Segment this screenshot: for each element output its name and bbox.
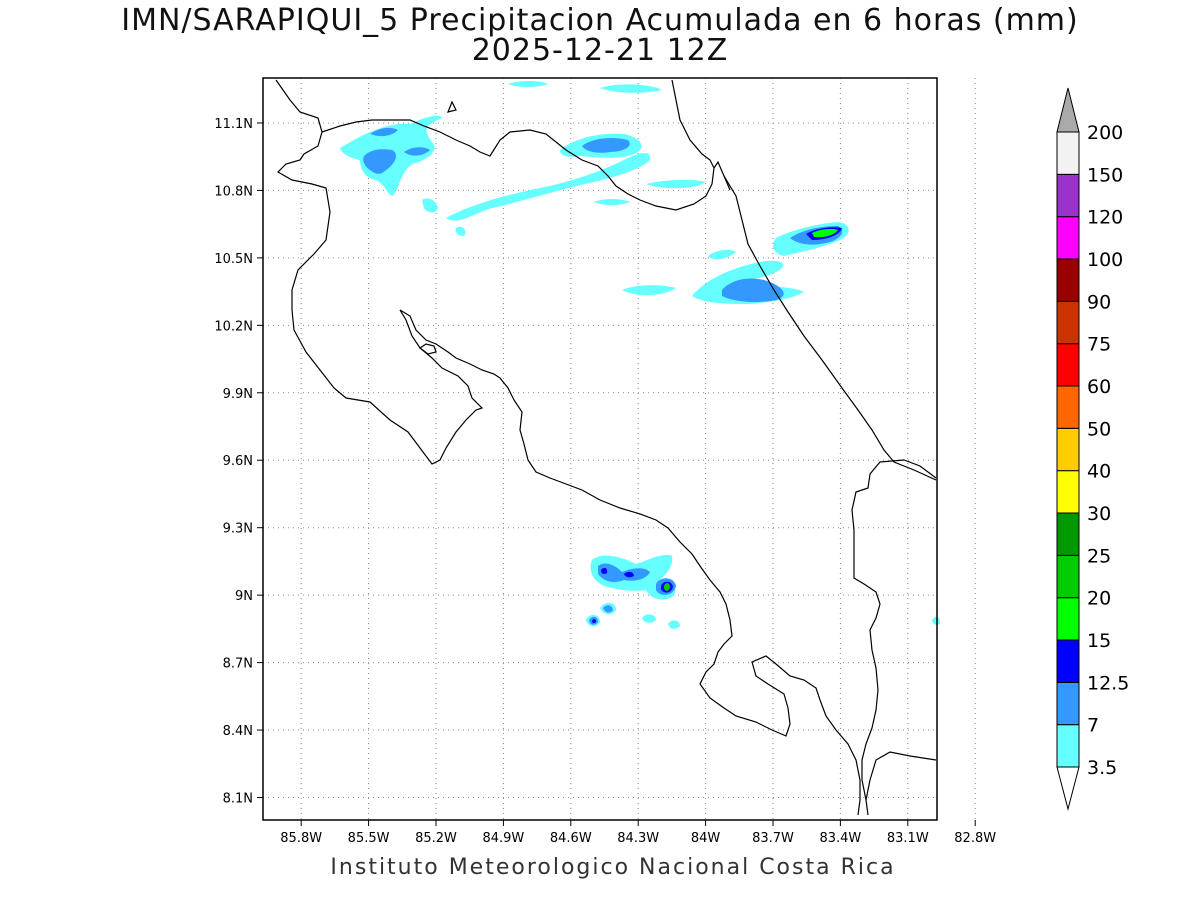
lat-tick-label: 9.9N (223, 387, 253, 402)
colorbar-label: 90 (1087, 291, 1111, 313)
colorbar-swatch (1056, 554, 1080, 599)
longitude-axis: 85.8W 85.5W 85.2W 84.9W 84.6W 84.3W 84W 83.7W 83… (280, 820, 996, 846)
precip-area-mid (370, 127, 398, 137)
nicaragua-coast (275, 79, 484, 465)
latitude-axis: 11.1N 10.8N 10.5N 10.2N 9.9N 9.6N 9.3N 9N 8.7N 8.… (214, 117, 263, 807)
colorbar-swatch (1056, 300, 1080, 345)
colorbar-swatch (1056, 216, 1080, 260)
lat-tick-label: 10.8N (214, 184, 253, 199)
colorbar-label: 40 (1087, 461, 1111, 483)
precipitation-fields (340, 81, 940, 629)
precip-area-light (455, 226, 466, 236)
precip-area-mid (404, 147, 430, 156)
precip-area-dark (624, 571, 634, 578)
colorbar-label: 200 (1087, 122, 1123, 144)
footer-credit: Instituto Meteorologico Nacional Costa R… (330, 855, 896, 880)
colorbar-swatch (1056, 597, 1080, 641)
precip-area-light (422, 198, 438, 213)
colorbar-swatch (1056, 173, 1080, 218)
lon-tick-label: 85.2W (415, 831, 457, 846)
chart-title: IMN/SARAPIQUI_5 Precipitacion Acumulada … (121, 3, 1079, 38)
colorbar-over-triangle (1056, 87, 1080, 133)
lat-tick-label: 11.1N (214, 117, 253, 132)
panama-coast (865, 751, 937, 801)
precip-area-light (646, 179, 706, 189)
precip-area-mid (582, 138, 630, 153)
precip-area-light (932, 616, 940, 625)
coastlines-borders (275, 79, 937, 816)
lon-tick-label: 83.7W (752, 831, 794, 846)
lon-tick-label: 84.9W (482, 831, 524, 846)
colorbar-label: 100 (1087, 249, 1123, 271)
precip-area-light (508, 81, 548, 87)
colorbar-label: 25 (1087, 545, 1111, 567)
colorbar-label: 75 (1087, 334, 1111, 356)
lon-tick-label: 84.6W (550, 831, 592, 846)
colorbar-label: 15 (1087, 630, 1111, 652)
precip-area-green (664, 583, 670, 591)
colorbar-legend: 3.5 7 12.5 15 20 25 30 40 50 60 75 90 100 120 150 200 (1056, 87, 1129, 811)
chart-subtitle: 2025-12-21 12Z (471, 33, 729, 68)
colorbar-label: 60 (1087, 376, 1111, 398)
precip-area-mid (722, 278, 784, 303)
precip-area-light (668, 620, 680, 629)
precip-area-light (642, 614, 656, 623)
lat-tick-label: 9N (235, 589, 253, 604)
colorbar-label: 20 (1087, 588, 1111, 610)
lon-tick-label: 85.8W (280, 831, 322, 846)
border-north (321, 119, 731, 211)
precip-area-light (446, 153, 651, 221)
colorbar-swatch (1056, 681, 1080, 726)
colorbar-label: 50 (1087, 418, 1111, 440)
precip-area-light (708, 249, 736, 260)
precip-area-mid (363, 149, 397, 174)
colorbar-swatch (1056, 385, 1080, 429)
lat-tick-label: 10.2N (214, 319, 253, 334)
lat-tick-label: 9.3N (223, 522, 253, 537)
lat-tick-label: 8.7N (223, 657, 253, 672)
colorbar-label: 150 (1087, 164, 1123, 186)
colorbar-swatch (1056, 427, 1080, 472)
nicoya-gulf-coast (399, 309, 861, 816)
nicoya-inner-loop (418, 343, 437, 355)
colorbar-label: 7 (1087, 715, 1099, 737)
precip-area-mid (603, 605, 613, 613)
colorbar-swatch (1056, 131, 1080, 175)
lat-tick-label: 8.4N (223, 724, 253, 739)
map-frame-border (262, 77, 938, 821)
colorbar-under-triangle (1056, 766, 1080, 811)
lat-tick-label: 9.6N (223, 454, 253, 469)
graticule (263, 78, 976, 820)
colorbar-label: 120 (1087, 207, 1123, 229)
island-marker (447, 100, 457, 113)
lon-tick-label: 84W (691, 831, 721, 846)
colorbar-swatch (1056, 343, 1080, 387)
colorbar-swatch (1056, 639, 1080, 683)
lon-tick-label: 85.5W (348, 831, 390, 846)
colorbar-swatch (1056, 724, 1080, 768)
precip-area-light (600, 84, 662, 93)
map-panel (263, 78, 937, 820)
colorbar-swatch (1056, 258, 1080, 302)
colorbar-label: 30 (1087, 503, 1111, 525)
precip-area-dark (601, 567, 608, 574)
colorbar-label: 12.5 (1087, 672, 1129, 694)
precip-area-green (812, 229, 838, 238)
lon-tick-label: 84.3W (617, 831, 659, 846)
lat-tick-label: 8.1N (223, 792, 253, 807)
lon-tick-label: 83.4W (819, 831, 861, 846)
colorbar-swatch (1056, 470, 1080, 514)
colorbar-swatch (1056, 512, 1080, 556)
caribbean-coast (671, 79, 937, 481)
precip-area-mid (598, 563, 650, 582)
precip-area-light (594, 199, 630, 205)
precip-area-light (622, 285, 676, 296)
lat-tick-label: 10.5N (214, 252, 253, 267)
lon-tick-label: 83.1W (887, 831, 929, 846)
colorbar-label: 3.5 (1087, 757, 1117, 779)
panama-border (851, 459, 937, 816)
lon-tick-label: 82.8W (954, 831, 996, 846)
precip-area-dark (592, 618, 596, 624)
